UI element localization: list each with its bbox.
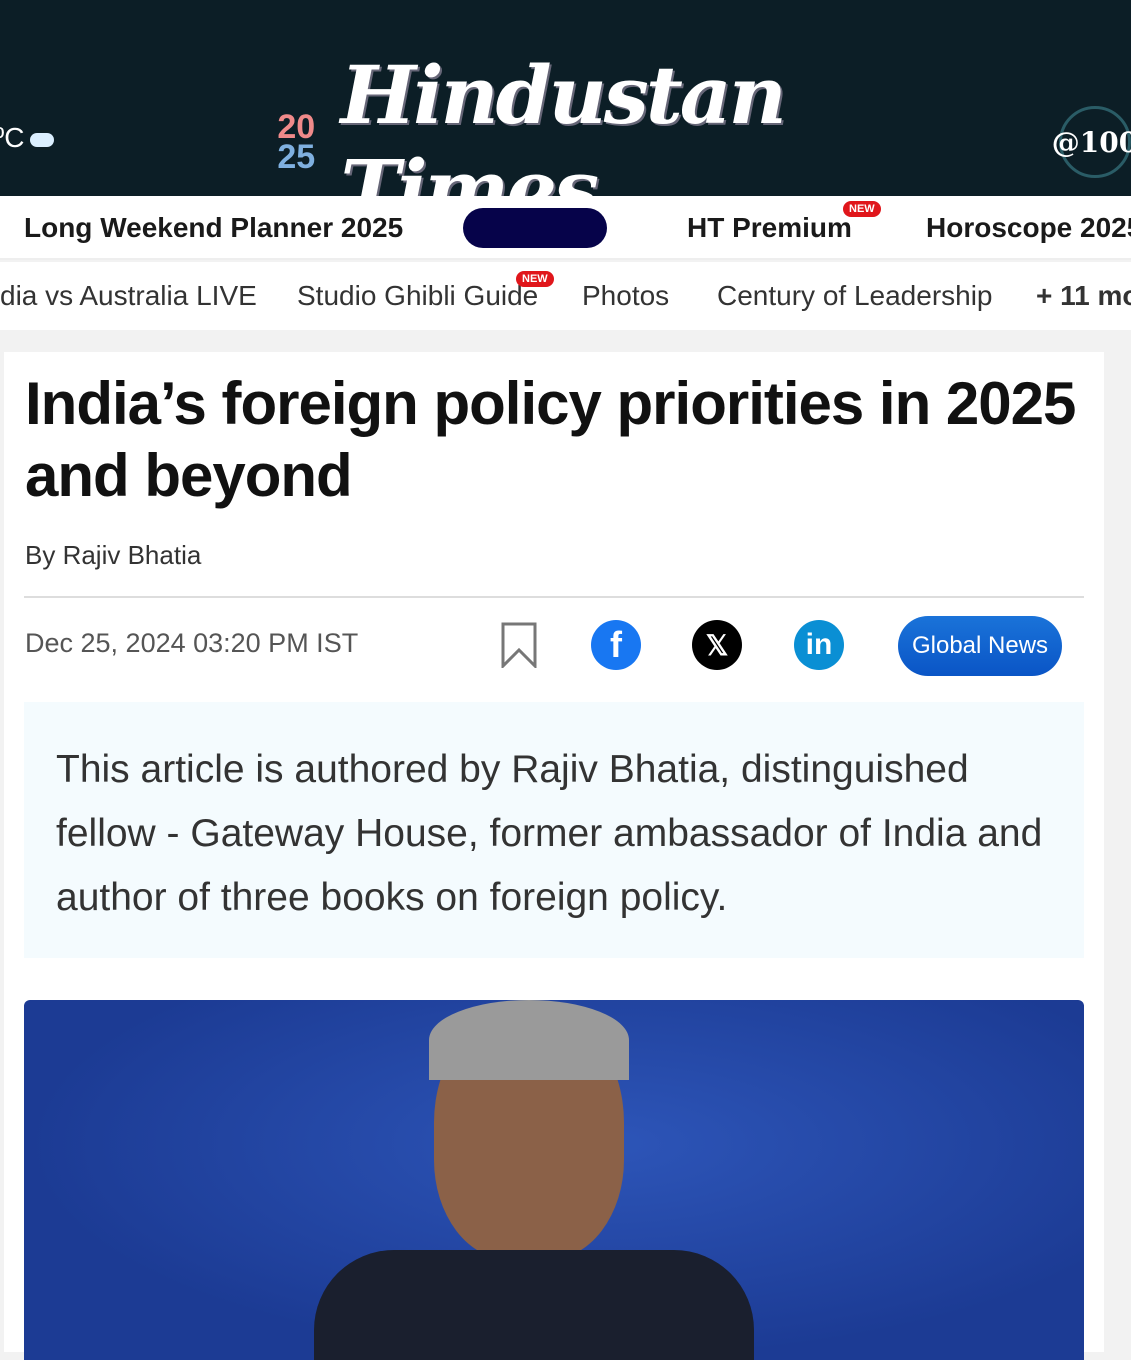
centenary-seal: @100 [1052,106,1131,178]
facebook-share-icon[interactable]: f [591,620,641,670]
site-header: ºC 2025 Hindustan Times @100 [0,0,1131,236]
bookmark-icon[interactable] [501,622,537,668]
byline[interactable]: By Rajiv Bhatia [25,540,202,570]
nav-india-vs-australia[interactable]: dia vs Australia LIVE [0,280,257,311]
logo-2025-graphic: 20 25 [262,108,331,176]
nav-promo-pill[interactable] [463,208,607,248]
divider [24,596,1084,598]
photo-subject-suit [314,1250,754,1360]
secondary-nav: dia vs Australia LIVE Studio Ghibli Guid… [0,262,1131,330]
article-card: India’s foreign policy priorities in 202… [4,352,1104,1360]
article-summary: This article is authored by Rajiv Bhatia… [24,702,1084,958]
nav-long-weekend-planner[interactable]: Long Weekend Planner 2025 [24,212,404,243]
new-badge: NEW [843,201,881,217]
logo-year-bottom: 25 [277,138,316,176]
nav-more[interactable]: + 11 mo [1036,280,1131,311]
logo-year-top: 20 [277,108,316,146]
publish-date: Dec 25, 2024 03:20 PM IST [25,628,359,658]
nav-century-of-leadership[interactable]: Century of Leadership [717,280,993,311]
new-badge: NEW [516,271,554,287]
x-share-icon[interactable]: 𝕏 [692,620,742,670]
photo-subject-hair [429,1000,629,1080]
article-photo [24,1000,1084,1360]
nav-ht-premium[interactable]: HT Premium [687,212,852,243]
cloud-icon [30,132,55,147]
global-news-button[interactable]: Global News [898,616,1062,676]
nav-horoscope[interactable]: Horoscope 2025 [926,212,1131,243]
linkedin-share-icon[interactable]: in [794,620,844,670]
nav-studio-ghibli[interactable]: Studio Ghibli Guide [297,280,539,311]
temperature: ºC [0,122,25,153]
weather-widget[interactable]: ºC [0,122,55,154]
primary-nav: Long Weekend Planner 2025 HT Premium NEW… [0,196,1131,260]
article-title: India’s foreign policy priorities in 202… [25,370,1076,509]
nav-photos[interactable]: Photos [582,280,670,311]
